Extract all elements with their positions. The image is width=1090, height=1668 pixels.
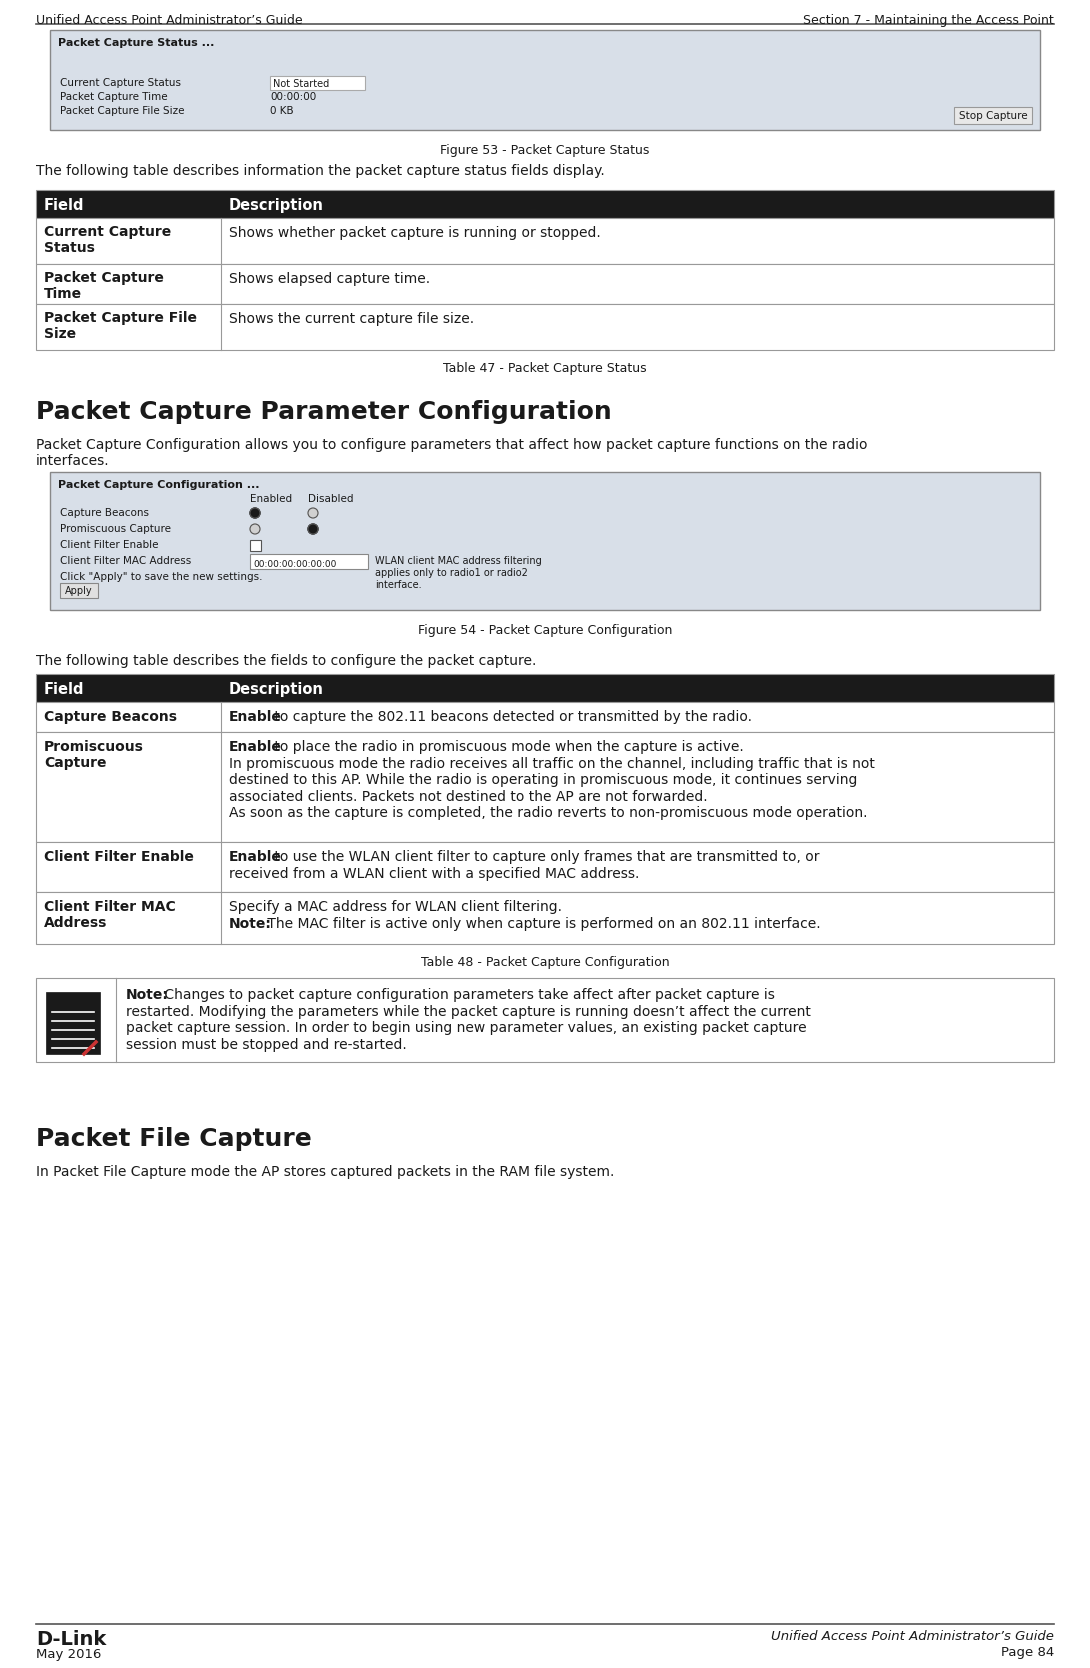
Text: Packet Capture Time: Packet Capture Time — [60, 92, 168, 102]
Circle shape — [250, 509, 261, 519]
Text: The MAC filter is active only when capture is performed on an 802.11 interface.: The MAC filter is active only when captu… — [263, 916, 821, 931]
Bar — [36, 702, 1054, 732]
Bar — [36, 304, 1054, 350]
Bar — [36, 190, 1054, 219]
Bar — [46, 992, 100, 1054]
Text: Shows the current capture file size.: Shows the current capture file size. — [229, 312, 474, 325]
Bar — [36, 219, 1054, 264]
Text: Note:: Note: — [126, 987, 169, 1002]
Text: Specify a MAC address for WLAN client filtering.: Specify a MAC address for WLAN client fi… — [229, 901, 562, 914]
Text: Page 84: Page 84 — [1001, 1646, 1054, 1660]
Text: 0 KB: 0 KB — [270, 107, 293, 117]
Text: May 2016: May 2016 — [36, 1648, 101, 1661]
Text: Shows elapsed capture time.: Shows elapsed capture time. — [229, 272, 431, 285]
Bar — [270, 77, 365, 90]
Text: Table 48 - Packet Capture Configuration: Table 48 - Packet Capture Configuration — [421, 956, 669, 969]
Circle shape — [308, 524, 318, 534]
Text: Packet Capture Parameter Configuration: Packet Capture Parameter Configuration — [36, 400, 611, 424]
Text: Click "Apply" to save the new settings.: Click "Apply" to save the new settings. — [60, 572, 263, 582]
Text: Description: Description — [229, 682, 324, 697]
Bar — [60, 584, 98, 599]
Text: Capture Beacons: Capture Beacons — [60, 509, 149, 519]
Bar — [954, 107, 1032, 123]
Text: associated clients. Packets not destined to the AP are not forwarded.: associated clients. Packets not destined… — [229, 789, 707, 804]
Text: Packet File Capture: Packet File Capture — [36, 1128, 312, 1151]
Text: received from a WLAN client with a specified MAC address.: received from a WLAN client with a speci… — [229, 866, 640, 881]
Text: Figure 53 - Packet Capture Status: Figure 53 - Packet Capture Status — [440, 143, 650, 157]
Bar — [36, 732, 1054, 842]
Text: Packet Capture Status ...: Packet Capture Status ... — [58, 38, 215, 48]
Text: Unified Access Point Administrator’s Guide: Unified Access Point Administrator’s Gui… — [771, 1630, 1054, 1643]
Text: Not Started: Not Started — [272, 78, 329, 88]
Text: Packet Capture File Size: Packet Capture File Size — [60, 107, 184, 117]
Bar — [250, 554, 368, 569]
Text: Packet Capture Configuration allows you to configure parameters that affect how : Packet Capture Configuration allows you … — [36, 439, 868, 452]
Bar — [250, 540, 261, 550]
Text: restarted. Modifying the parameters while the packet capture is running doesn’t : restarted. Modifying the parameters whil… — [126, 1004, 811, 1019]
Text: destined to this AP. While the radio is operating in promiscuous mode, it contin: destined to this AP. While the radio is … — [229, 772, 858, 787]
Text: Client Filter Enable: Client Filter Enable — [44, 851, 194, 864]
Text: Promiscuous Capture: Promiscuous Capture — [60, 524, 171, 534]
Text: In promiscuous mode the radio receives all traffic on the channel, including tra: In promiscuous mode the radio receives a… — [229, 757, 875, 771]
Text: Packet Capture Configuration ...: Packet Capture Configuration ... — [58, 480, 259, 490]
Text: interface.: interface. — [375, 580, 422, 590]
Text: Enable: Enable — [229, 851, 282, 864]
Text: packet capture session. In order to begin using new parameter values, an existin: packet capture session. In order to begi… — [126, 1021, 807, 1036]
Bar — [36, 264, 1054, 304]
Text: Promiscuous
Capture: Promiscuous Capture — [44, 741, 144, 771]
Text: Client Filter MAC Address: Client Filter MAC Address — [60, 555, 191, 565]
Text: Note:: Note: — [229, 916, 271, 931]
Text: Client Filter MAC
Address: Client Filter MAC Address — [44, 901, 175, 931]
Bar — [50, 472, 1040, 610]
Text: Stop Capture: Stop Capture — [959, 110, 1027, 120]
Text: Packet Capture File
Size: Packet Capture File Size — [44, 310, 197, 342]
Text: interfaces.: interfaces. — [36, 454, 110, 469]
Text: The following table describes information the packet capture status fields displ: The following table describes informatio… — [36, 163, 605, 178]
Text: Field: Field — [44, 198, 85, 214]
Text: Capture Beacons: Capture Beacons — [44, 711, 177, 724]
Text: Disabled: Disabled — [308, 494, 353, 504]
Text: As soon as the capture is completed, the radio reverts to non-promiscuous mode o: As soon as the capture is completed, the… — [229, 806, 868, 821]
Text: Figure 54 - Packet Capture Configuration: Figure 54 - Packet Capture Configuration — [417, 624, 673, 637]
Text: WLAN client MAC address filtering: WLAN client MAC address filtering — [375, 555, 542, 565]
Text: Description: Description — [229, 198, 324, 214]
Text: Section 7 - Maintaining the Access Point: Section 7 - Maintaining the Access Point — [803, 13, 1054, 27]
Text: Current Capture Status: Current Capture Status — [60, 78, 181, 88]
Bar — [36, 842, 1054, 892]
Text: 00:00:00:00:00:00: 00:00:00:00:00:00 — [253, 560, 337, 569]
Text: Client Filter Enable: Client Filter Enable — [60, 540, 158, 550]
Text: In Packet File Capture mode the AP stores captured packets in the RAM file syste: In Packet File Capture mode the AP store… — [36, 1164, 615, 1179]
Text: 00:00:00: 00:00:00 — [270, 92, 316, 102]
Text: Apply: Apply — [65, 585, 93, 595]
Text: applies only to radio1 or radio2: applies only to radio1 or radio2 — [375, 569, 528, 579]
Text: session must be stopped and re-started.: session must be stopped and re-started. — [126, 1037, 407, 1051]
Bar — [50, 30, 1040, 130]
Text: to capture the 802.11 beacons detected or transmitted by the radio.: to capture the 802.11 beacons detected o… — [270, 711, 752, 724]
Text: Unified Access Point Administrator’s Guide: Unified Access Point Administrator’s Gui… — [36, 13, 303, 27]
Text: to place the radio in promiscuous mode when the capture is active.: to place the radio in promiscuous mode w… — [270, 741, 743, 754]
Text: The following table describes the fields to configure the packet capture.: The following table describes the fields… — [36, 654, 536, 667]
Text: Field: Field — [44, 682, 85, 697]
Bar — [36, 977, 1054, 1063]
Text: Changes to packet capture configuration parameters take affect after packet capt: Changes to packet capture configuration … — [160, 987, 775, 1002]
Text: Shows whether packet capture is running or stopped.: Shows whether packet capture is running … — [229, 225, 601, 240]
Circle shape — [308, 509, 318, 519]
Bar — [36, 674, 1054, 702]
Circle shape — [250, 524, 261, 534]
Text: Packet Capture
Time: Packet Capture Time — [44, 270, 164, 302]
Text: Current Capture
Status: Current Capture Status — [44, 225, 171, 255]
Text: Enabled: Enabled — [250, 494, 292, 504]
Bar — [36, 892, 1054, 944]
Text: Enable: Enable — [229, 711, 282, 724]
Text: Enable: Enable — [229, 741, 282, 754]
Text: to use the WLAN client filter to capture only frames that are transmitted to, or: to use the WLAN client filter to capture… — [270, 851, 820, 864]
Text: D-Link: D-Link — [36, 1630, 106, 1650]
Text: Table 47 - Packet Capture Status: Table 47 - Packet Capture Status — [444, 362, 646, 375]
